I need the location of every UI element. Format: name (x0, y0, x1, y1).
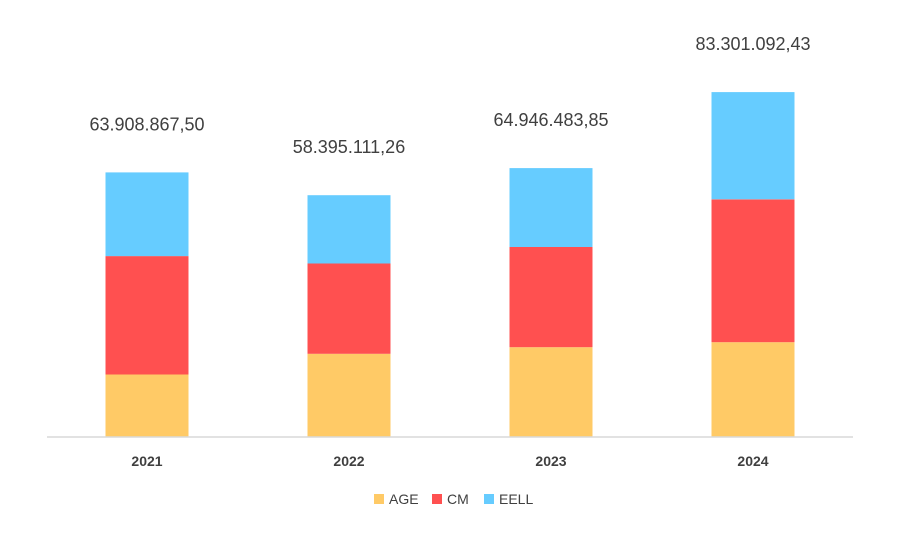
category-label-2021: 2021 (131, 453, 162, 469)
bar-segment-eell-2022 (307, 195, 391, 264)
category-label-2022: 2022 (333, 453, 364, 469)
bar-segment-age-2021 (105, 374, 189, 437)
total-labels-layer: 63.908.867,50 58.395.111,26 64.946.483,85 8… (89, 34, 810, 157)
legend-label-age: AGE (389, 491, 419, 507)
bar-segment-eell-2023 (509, 168, 593, 247)
bar-segment-cm-2024 (711, 199, 795, 343)
bar-segment-cm-2023 (509, 247, 593, 348)
legend-label-eell: EELL (499, 491, 533, 507)
category-label-2023: 2023 (535, 453, 566, 469)
legend-swatch-age (374, 494, 384, 504)
category-labels-layer: 2021 2022 2023 2024 (131, 453, 768, 469)
bar-segment-cm-2022 (307, 263, 391, 354)
bar-segment-age-2023 (509, 347, 593, 437)
bars-layer (105, 92, 795, 437)
total-label-2024: 83.301.092,43 (695, 34, 810, 54)
bar-segment-cm-2021 (105, 256, 189, 375)
legend-label-cm: CM (447, 491, 469, 507)
total-label-2022: 58.395.111,26 (293, 137, 405, 157)
legend-swatch-cm (432, 494, 442, 504)
bar-segment-eell-2024 (711, 92, 795, 200)
category-label-2024: 2024 (737, 453, 768, 469)
total-label-2023: 64.946.483,85 (493, 110, 608, 130)
legend-swatch-eell (484, 494, 494, 504)
bar-segment-eell-2021 (105, 172, 189, 257)
bar-segment-age-2022 (307, 353, 391, 437)
legend: AGE CM EELL (374, 491, 533, 507)
total-label-2021: 63.908.867,50 (89, 114, 204, 134)
bar-segment-age-2024 (711, 342, 795, 437)
